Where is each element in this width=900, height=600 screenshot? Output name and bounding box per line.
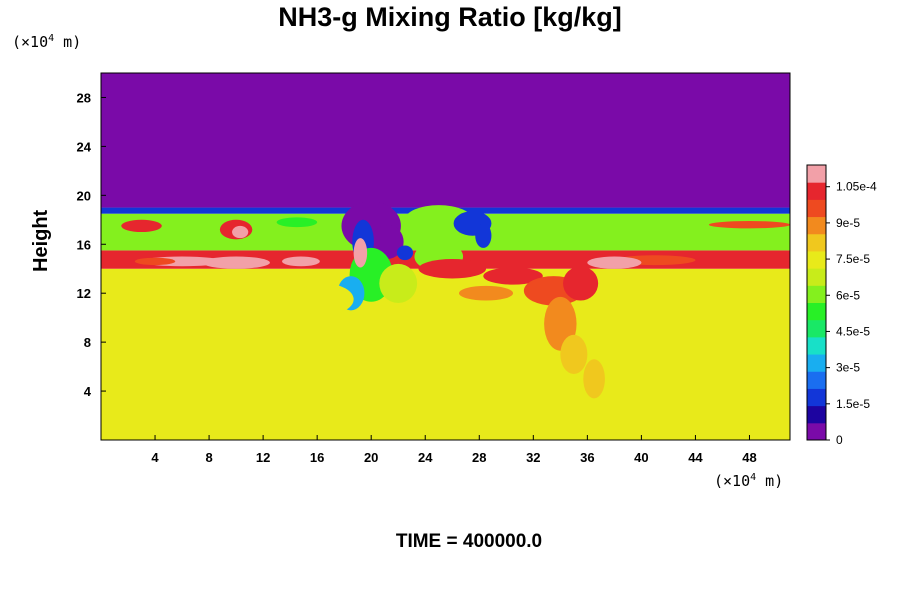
y-tick-label: 16 [77, 237, 91, 252]
field-feature [134, 257, 176, 266]
plot-frame [100, 72, 791, 441]
x-unit-label: (×104 m) [714, 472, 784, 490]
chart-title: NH3-g Mixing Ratio [kg/kg] [278, 2, 622, 32]
x-tick-label: 8 [205, 450, 212, 465]
x-tick-label: 32 [526, 450, 540, 465]
field-feature [276, 217, 318, 228]
field-feature [708, 221, 790, 229]
colorbar-frame [806, 164, 827, 441]
colorbar-swatch [807, 319, 826, 338]
colorbar-swatch [807, 268, 826, 286]
field-feature [202, 256, 270, 269]
colorbar-swatch [807, 250, 826, 269]
colorbar-swatch [807, 354, 826, 372]
field-feature [583, 359, 605, 399]
field-feature [483, 267, 543, 285]
field-feature [379, 263, 418, 303]
colorbar-tick-label: 0 [836, 433, 843, 447]
colorbar-tick-label: 6e-5 [836, 288, 860, 302]
field-feature [353, 238, 368, 268]
field-band [101, 73, 790, 208]
x-tick-label: 36 [580, 450, 594, 465]
colorbar-tick-label: 4.5e-5 [836, 324, 870, 338]
colorbar-swatch [807, 216, 826, 235]
field-feature [282, 256, 320, 267]
x-tick-label: 4 [151, 450, 159, 465]
x-tick-label: 44 [688, 450, 703, 465]
field-feature [475, 223, 492, 248]
colorbar-swatch [807, 405, 826, 424]
colorbar-swatch [807, 336, 826, 355]
field-feature [459, 285, 514, 301]
colorbar-swatch [807, 165, 826, 183]
x-tick-label: 12 [256, 450, 270, 465]
colorbar-swatch [807, 371, 826, 389]
y-tick-label: 24 [77, 139, 92, 154]
y-axis-label: Height [30, 209, 52, 272]
colorbar-tick-label: 1.05e-4 [836, 180, 877, 194]
field-feature [587, 256, 642, 269]
field-feature [560, 334, 588, 374]
x-tick-label: 40 [634, 450, 648, 465]
colorbar-tick-label: 1.5e-5 [836, 397, 870, 411]
colorbar-tick-label: 7.5e-5 [836, 252, 870, 266]
colorbar-swatch [807, 302, 826, 321]
colorbar-swatch [807, 182, 826, 200]
colorbar-swatch [807, 199, 826, 218]
colorbar-swatch [807, 233, 826, 252]
field-feature [418, 258, 487, 279]
field-feature [121, 219, 162, 233]
y-tick-label: 12 [77, 286, 91, 301]
y-tick-label: 8 [84, 335, 91, 350]
colorbar-swatch [807, 388, 826, 407]
x-tick-label: 20 [364, 450, 378, 465]
x-tick-label: 16 [310, 450, 324, 465]
time-label: TIME = 400000.0 [395, 531, 543, 552]
field-feature [294, 283, 354, 316]
colorbar-tick-label: 3e-5 [836, 361, 860, 375]
x-tick-label: 48 [742, 450, 756, 465]
colorbar-tick-label: 9e-5 [836, 216, 860, 230]
field-feature [232, 225, 249, 239]
y-tick-label: 4 [84, 384, 92, 399]
x-tick-label: 24 [418, 450, 433, 465]
colorbar-swatch [807, 422, 826, 441]
field-feature [563, 266, 599, 301]
y-unit-label: (×104 m) [12, 33, 82, 51]
y-tick-label: 20 [77, 188, 91, 203]
x-tick-label: 28 [472, 450, 486, 465]
field-feature [396, 245, 414, 261]
y-tick-label: 28 [77, 90, 91, 105]
colorbar-swatch [807, 285, 826, 303]
field-band [101, 268, 790, 440]
